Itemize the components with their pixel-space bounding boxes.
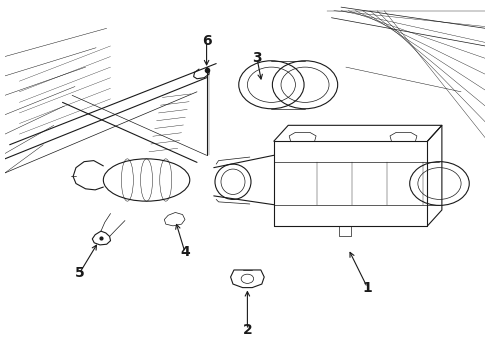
Text: 5: 5 [74, 266, 84, 280]
Text: 6: 6 [202, 33, 211, 48]
Text: 4: 4 [180, 245, 190, 259]
Text: 1: 1 [363, 280, 372, 294]
Text: 2: 2 [243, 323, 252, 337]
Text: 3: 3 [252, 51, 262, 65]
